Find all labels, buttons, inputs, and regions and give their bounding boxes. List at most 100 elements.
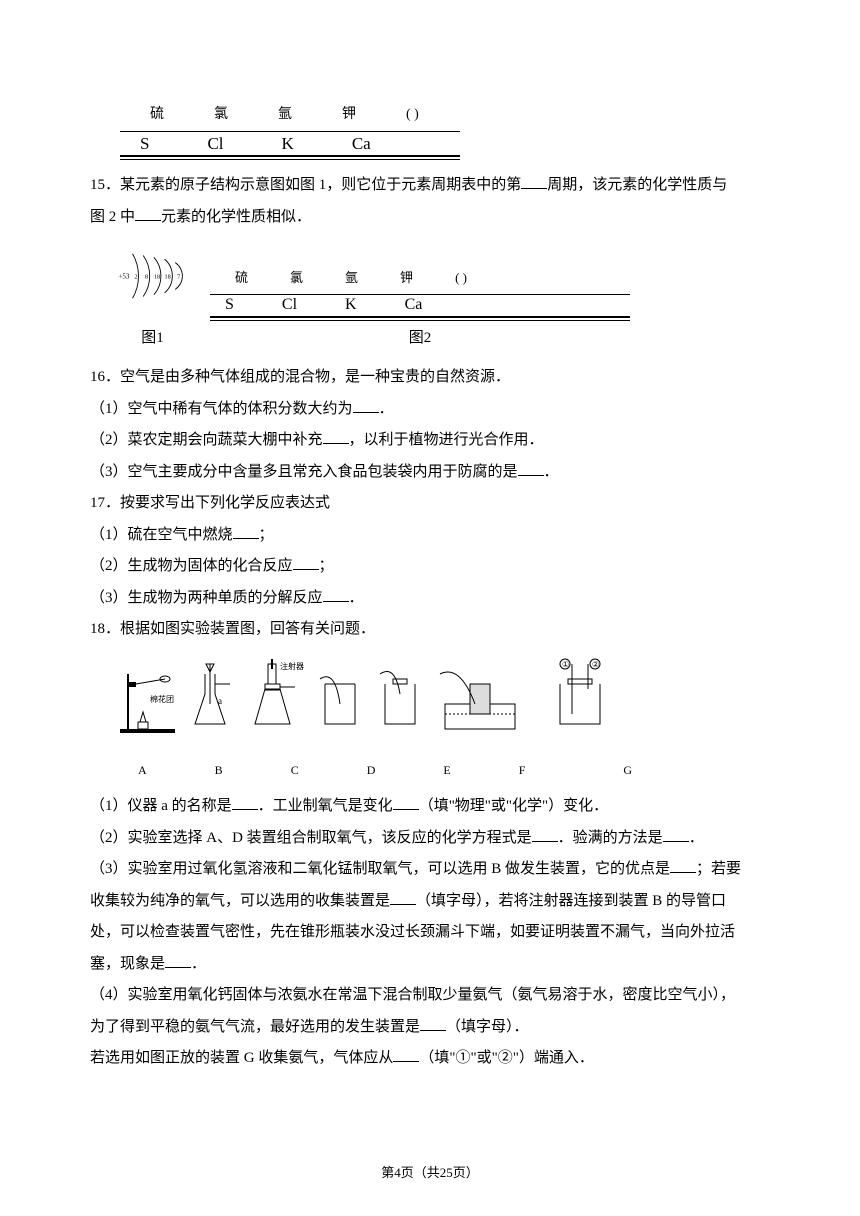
t: （填"①"或"②"）端通入． (419, 1050, 594, 1066)
t: （1）仪器 a 的名称是 (90, 798, 232, 814)
apparatus-e (380, 671, 415, 724)
q17-text: 17．按要求写出下列化学反应表达式 (90, 488, 770, 520)
fig1-label: 图1 (110, 323, 195, 355)
q15-t3: 图 2 中 (90, 209, 135, 225)
apparatus-d (320, 676, 355, 723)
t: （2）菜农定期会向蔬菜大棚中补充 (90, 432, 323, 448)
pt-label: 氩 (278, 100, 292, 129)
blank (663, 827, 689, 842)
svg-text:棉花团: 棉花团 (150, 694, 174, 704)
t: ，以利于植物进行光合作用． (349, 432, 544, 448)
t: ． (689, 830, 704, 846)
blank (232, 795, 258, 810)
pt-label: 硫 (235, 264, 248, 291)
blank (165, 953, 191, 968)
t: （填字母）． (446, 1019, 529, 1035)
pt-label: 氯 (214, 100, 228, 129)
blank (353, 398, 379, 413)
blank (393, 795, 419, 810)
svg-text:8: 8 (145, 274, 148, 281)
blank (323, 429, 349, 444)
apparatus-svg-icon: 棉花团 a 注射器 (110, 654, 670, 744)
pt-label: 钾 (342, 100, 356, 129)
pt-symbol: Ca (405, 288, 423, 322)
t: ． (191, 956, 206, 972)
pt-symbol: Ca (352, 126, 371, 162)
pt-symbol: Cl (282, 288, 297, 322)
t: （填字母），若将注射器连接到装置 B 的导管口 (416, 893, 726, 909)
blank (518, 461, 544, 476)
pt-label: ( ) (406, 100, 419, 129)
t: （1）硫在空气中燃烧 (90, 527, 233, 543)
top-periodic-fragment: 硫 氯 氩 钾 ( ) S Cl K Ca (120, 100, 460, 160)
q18-2: （2）实验室选择 A、D 装置组合制取氧气，该反应的化学方程式是 ．验满的方法是 ． (90, 823, 770, 855)
page-footer: 第4页（共25页） (0, 1159, 860, 1186)
t: （2）实验室选择 A、D 装置组合制取氧气，该反应的化学方程式是 (90, 830, 532, 846)
apparatus-g: ① ② (560, 659, 600, 724)
pt-symbols: S Cl K Ca (120, 131, 460, 157)
t: （3）空气主要成分中含量多且常充入食品包装袋内用于防腐的是 (90, 464, 518, 480)
q15-t1: 15．某元素的原子结构示意图如图 1，则它位于元素周期表中的第 (90, 177, 521, 193)
t: 收集较为纯净的氧气，可以选用的收集装置是 (90, 893, 390, 909)
apparatus-c: 注射器 (255, 659, 304, 724)
t: ． (544, 464, 559, 480)
app-label: B (215, 758, 223, 783)
q15-text: 15．某元素的原子结构示意图如图 1，则它位于元素周期表中的第 周期，该元素的化学… (90, 170, 770, 202)
pt-symbol: Cl (207, 126, 223, 162)
svg-text:a: a (218, 696, 222, 706)
blank (233, 524, 259, 539)
svg-text:18: 18 (164, 274, 170, 281)
svg-text:18: 18 (153, 274, 159, 281)
app-label: C (291, 758, 299, 783)
q16-text: 16．空气是由多种气体组成的混合物，是一种宝贵的自然资源． (90, 362, 770, 394)
q15-t2: 周期，该元素的化学性质与 (547, 177, 727, 193)
t: ．工业制氧气是变化 (258, 798, 393, 814)
svg-text:2: 2 (134, 274, 137, 281)
q18-3a: （3）实验室用过氧化氢溶液和二氧化锰制取氧气，可以选用 B 做发生装置，它的优点… (90, 854, 770, 886)
t: （填"物理"或"化学"）变化． (419, 798, 609, 814)
t: 若选用如图正放的装置 G 收集氨气，气体应从 (90, 1050, 393, 1066)
blank (393, 1047, 419, 1062)
t: （2）生成物为固体的化合反应 (90, 558, 293, 574)
q16-2: （2）菜农定期会向蔬菜大棚中补充 ，以利于植物进行光合作用． (90, 425, 770, 457)
blank (293, 555, 319, 570)
blank (135, 206, 161, 221)
apparatus-labels: A B C D E F G (110, 758, 670, 783)
t: （3）生成物为两种单质的分解反应 (90, 590, 323, 606)
t: （3）实验室用过氧化氢溶液和二氧化锰制取氧气，可以选用 B 做发生装置，它的优点… (90, 861, 670, 877)
apparatus-diagram: 棉花团 a 注射器 (110, 654, 670, 784)
t: ；若要 (696, 861, 741, 877)
q15-text-line2: 图 2 中元素的化学性质相似． (90, 202, 770, 234)
app-label: A (138, 758, 147, 783)
atom-svg-icon: +53 2 8 18 18 7 (113, 241, 193, 311)
t: ； (319, 558, 334, 574)
pt-symbol: S (225, 288, 234, 322)
app-label: D (367, 758, 376, 783)
pt-label: 硫 (150, 100, 164, 129)
q18-1: （1）仪器 a 的名称是 ．工业制氧气是变化 （填"物理"或"化学"）变化． (90, 791, 770, 823)
blank (323, 587, 349, 602)
apparatus-f (440, 672, 515, 729)
blank (521, 174, 547, 189)
app-label: E (443, 758, 450, 783)
blank (532, 827, 558, 842)
t: （1）空气中稀有气体的体积分数大约为 (90, 401, 353, 417)
fig2-periodic-fragment: 硫 氯 氩 钾 ( ) S Cl K Ca 图2 (210, 264, 630, 354)
nucleus-label: +53 (118, 273, 130, 281)
t: ．验满的方法是 (558, 830, 663, 846)
app-label: G (623, 758, 632, 783)
t: ． (349, 590, 364, 606)
q18-3b: 收集较为纯净的氧气，可以选用的收集装置是 （填字母），若将注射器连接到装置 B 的… (90, 886, 770, 918)
apparatus-b: a (195, 664, 230, 724)
q18-4c: 若选用如图正放的装置 G 收集氨气，气体应从 （填"①"或"②"）端通入． (90, 1043, 770, 1075)
fig2-label: 图2 (210, 323, 630, 355)
blank (390, 890, 416, 905)
blank (420, 1016, 446, 1031)
q17-2: （2）生成物为固体的化合反应 ； (90, 551, 770, 583)
t: ； (259, 527, 274, 543)
q17-3: （3）生成物为两种单质的分解反应 ． (90, 583, 770, 615)
pt-label: ( ) (455, 264, 467, 291)
q18-text: 18．根据如图实验装置图，回答有关问题． (90, 614, 770, 646)
q18-3c: 处，可以检查装置气密性，先在锥形瓶装水没过长颈漏斗下端，如要证明装置不漏气，当向… (90, 917, 770, 949)
apparatus-a: 棉花团 (120, 674, 175, 733)
